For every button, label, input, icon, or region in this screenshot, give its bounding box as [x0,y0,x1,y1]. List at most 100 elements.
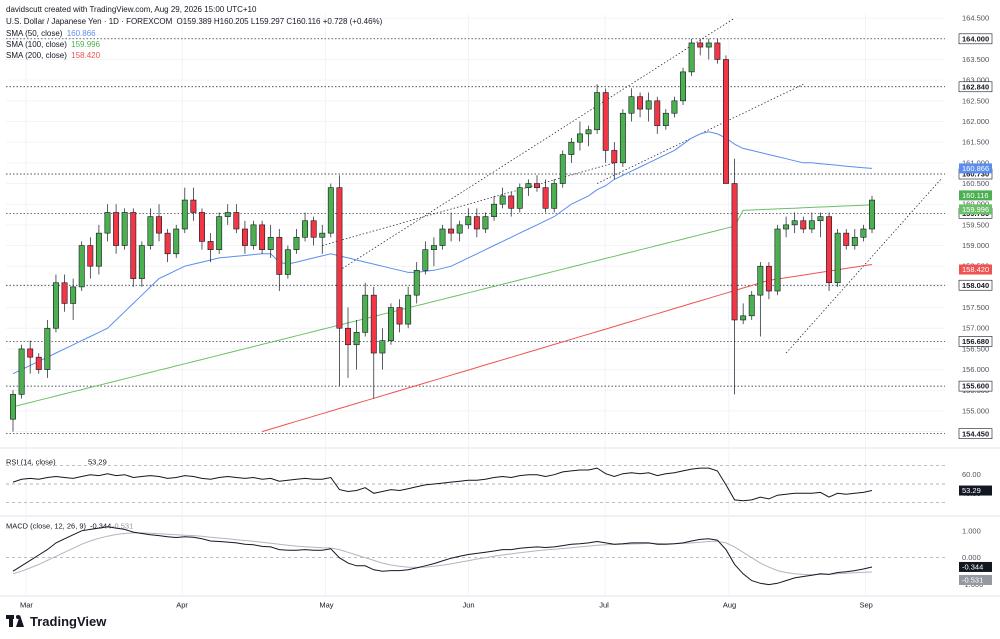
candle-body [104,212,111,234]
candle [637,92,644,118]
candle-body [851,236,858,246]
candle-body [327,187,334,234]
candle [542,179,549,213]
candle [207,233,214,263]
candle [834,229,841,287]
level-label-box [958,81,993,93]
candle-body [688,42,695,73]
level-label: 162.840 [962,82,989,91]
candle-body [619,112,626,164]
candle [164,229,171,263]
level-label: 156.680 [962,337,989,346]
y-tick-label: 162.500 [962,96,989,105]
sma100-line [12,204,873,408]
rsi-tick-label: 60.00 [962,470,981,479]
candle [379,328,386,370]
symbol-row: U.S. Dollar / Japanese Yen · 1D · FOREXC… [6,16,384,27]
macd-value-label: -0.344 [962,563,983,572]
candle [576,121,583,151]
candle-body [602,92,609,151]
candle [740,303,747,325]
candle [688,38,695,77]
candle-body [173,228,180,255]
macd-title-signal: -0.531 [112,522,133,531]
candle-body [379,340,386,354]
candle-body [259,224,266,250]
y-tick-label: 159.500 [962,220,989,229]
candle-body [396,307,403,325]
tradingview-brand[interactable]: TradingView [6,611,106,631]
candle [345,307,351,378]
candle [130,208,137,287]
candle [216,212,223,254]
level-label-box [958,428,993,439]
sma100-legend[interactable]: SMA (100, close) 159.996 [6,40,101,49]
candle [61,274,68,312]
candle-body [405,294,412,325]
candle-body [87,245,94,267]
candle [35,353,42,374]
candle [448,212,455,242]
y-tick-label: 160.000 [962,200,989,209]
candle [52,274,59,333]
candle [645,92,652,122]
sma50-legend[interactable]: SMA (50, close) 160.866 [6,29,96,38]
candle-body [156,216,162,234]
candle [370,286,377,399]
candle [800,216,807,234]
candle [405,286,412,329]
candle [826,212,833,292]
candle [611,142,618,180]
candle [181,187,188,234]
candle-body [594,92,601,131]
candle-body [869,199,875,230]
candle-body [70,286,77,304]
y-tick-label: 156.000 [962,365,989,374]
x-tick-label: Sep [859,601,872,610]
candle [439,224,446,250]
macd-title-value: -0.344 [90,522,111,531]
candle [619,109,626,167]
y-tick-label: 163.000 [962,76,989,85]
y-tick-label: 156.500 [962,344,989,353]
candle-body [843,232,850,246]
candle-body [860,228,867,238]
level-label-box [958,380,993,392]
candle [765,262,772,300]
candle-body [439,228,446,246]
candle-body [250,224,257,246]
candle [267,224,274,258]
candle [714,38,721,64]
candle [757,262,764,337]
candle-body [10,394,16,420]
rsi-title-value: 53.29 [88,458,107,467]
candle-body [465,216,472,226]
macd-value-tag [959,561,992,572]
candle [327,183,334,238]
candle [78,241,85,292]
candle-body [525,183,532,188]
sma-value-tag [959,264,992,275]
candle-body [628,96,635,114]
candle [568,138,575,163]
candle [671,96,678,118]
candle [190,187,197,221]
candle-body [791,220,798,226]
sma-value-label: 158.420 [962,265,989,274]
candle [697,38,704,56]
candle [723,55,729,184]
candle-body [705,42,712,48]
candle [18,344,25,399]
candle-body [345,327,351,346]
candle [662,109,669,130]
candle-body [740,315,747,321]
candle-body [637,96,644,110]
candle-body [645,100,652,110]
candle [594,84,601,134]
candle-body [723,59,729,184]
sma200-legend[interactable]: SMA (200, close) 158.420 [6,51,101,60]
candle-body [714,42,721,60]
candle-body [800,220,807,230]
candle-body [731,183,738,321]
